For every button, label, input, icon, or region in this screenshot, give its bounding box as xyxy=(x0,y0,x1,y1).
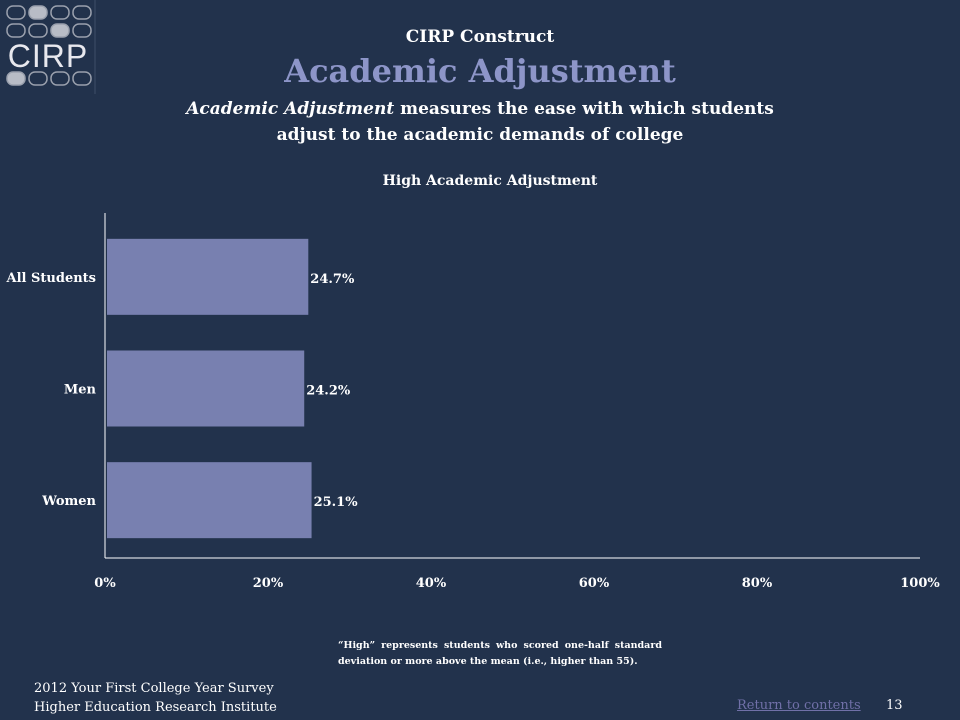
page-number: 13 xyxy=(886,698,903,713)
footer-institute: Higher Education Research Institute xyxy=(34,700,277,715)
footnote: “High” represents students who scored on… xyxy=(338,640,662,667)
return-to-contents-link[interactable]: Return to contents xyxy=(737,698,861,713)
x-tick-label: 60% xyxy=(579,576,610,591)
x-tick-label: 0% xyxy=(94,576,116,591)
logo-text: CIRP xyxy=(8,38,88,74)
data-label: 24.2% xyxy=(306,384,351,399)
construct-label: CIRP Construct xyxy=(405,27,555,47)
x-tick-label: 100% xyxy=(900,576,940,591)
construct-description: Academic Adjustment measures the ease wi… xyxy=(180,96,780,148)
x-tick-label: 40% xyxy=(416,576,447,591)
x-tick-label: 20% xyxy=(253,576,284,591)
chart-title: High Academic Adjustment xyxy=(382,173,598,189)
x-tick-label: 80% xyxy=(742,576,773,591)
category-label: All Students xyxy=(6,271,96,286)
data-label: 25.1% xyxy=(314,495,359,510)
data-label: 24.7% xyxy=(310,272,355,287)
bar xyxy=(107,462,312,539)
page-title: Academic Adjustment xyxy=(284,52,676,90)
bar xyxy=(107,350,305,427)
description-italic: Academic Adjustment xyxy=(186,99,395,119)
category-label: Men xyxy=(64,383,97,398)
description-text: measures the ease with which students ad… xyxy=(276,99,774,145)
cirp-logo: CIRP xyxy=(6,0,96,94)
bar xyxy=(107,238,309,315)
footer-survey-name: 2012 Your First College Year Survey xyxy=(34,681,274,696)
footer-source: 2012 Your First College Year Survey High… xyxy=(34,679,277,717)
category-label: Women xyxy=(41,494,96,509)
